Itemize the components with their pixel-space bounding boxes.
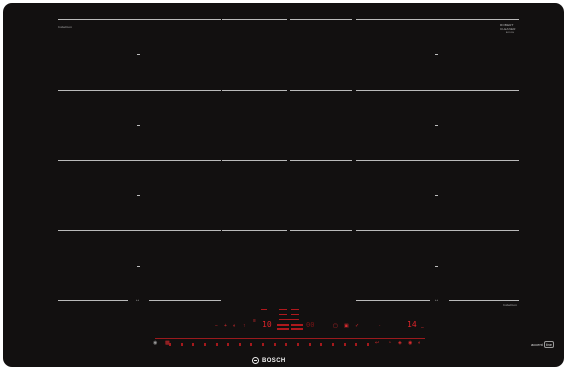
zone-marking [222, 90, 287, 91]
bosch-emblem-icon [252, 357, 259, 364]
flex-zone-icon: ↔ [135, 297, 140, 303]
timer-icon[interactable]: ◔ [388, 340, 392, 346]
brand-caption-line2: CLEANER [500, 27, 516, 31]
zone-type-label: Induction [58, 25, 72, 29]
zone-marking [290, 90, 352, 91]
alarm-icon[interactable]: ◈ [398, 340, 402, 346]
clock-icon[interactable]: ◐ [418, 340, 422, 346]
zone-center-mark [435, 266, 438, 267]
cooktop-glass: ↔ ↔ Induction ROBERT CLEANER BOSCH Induc… [3, 3, 564, 367]
power-bar [277, 328, 289, 330]
flex-zone-marking [356, 300, 430, 301]
power-bar [291, 324, 303, 326]
zone-center-mark [435, 125, 438, 126]
zone-marking [290, 19, 352, 20]
power-slider[interactable] [169, 343, 369, 347]
indicator-segment [291, 309, 299, 310]
menu-icon[interactable]: ≡ [253, 318, 256, 324]
indicator-dot: – [421, 325, 424, 331]
flex-zone-marking [449, 300, 519, 301]
lock-icon[interactable]: ▩ [165, 340, 170, 346]
lock-icon[interactable]: ◉ [408, 340, 413, 346]
zone-marking [58, 19, 221, 20]
indicator-segment [279, 309, 287, 310]
flex-zone-marking [58, 300, 128, 301]
zone-marking [290, 230, 352, 231]
scroll-icon[interactable]: ↩ [375, 340, 380, 346]
power-bar [291, 328, 303, 330]
zone-marking [222, 230, 287, 231]
flex-zone-marking [149, 300, 221, 301]
zone-marking [290, 160, 352, 161]
flex-zone-icon: ↔ [434, 297, 439, 303]
zone-center-mark [137, 195, 140, 196]
zone-type-label: Induction [503, 303, 517, 307]
indicator-segment [291, 314, 299, 315]
brand-caption-line3: BOSCH [506, 32, 515, 34]
zone-center-mark [137, 54, 140, 55]
zone-center-mark [137, 125, 140, 126]
confirm-button[interactable]: ✓ [355, 323, 360, 329]
slider-track[interactable] [155, 338, 425, 339]
flex-zone-button[interactable]: ▢ [333, 323, 338, 329]
timer-display: 14 [407, 320, 417, 329]
zone-marking [356, 230, 519, 231]
zone-marking [356, 19, 519, 20]
zone-marking [58, 160, 221, 161]
timer-icon[interactable]: ◐ [233, 323, 237, 329]
zone-marking [222, 160, 287, 161]
zone-marking [58, 230, 221, 231]
power-bar [277, 324, 289, 326]
zone-center-mark [435, 195, 438, 196]
zone-marking [58, 90, 221, 91]
indicator-segment [279, 319, 299, 320]
indicator-segment [261, 309, 267, 310]
series-badge: accent line [531, 341, 555, 348]
indicator-segment [279, 314, 287, 315]
boost-icon[interactable]: ↑ [243, 323, 246, 329]
zone-marking [356, 160, 519, 161]
zone-center-mark [435, 54, 438, 55]
brand-caption-line1: ROBERT [500, 23, 514, 27]
brand-name: BOSCH [262, 357, 286, 364]
zone-marking [356, 90, 519, 91]
plus-button[interactable]: + [224, 323, 227, 329]
zone-marking [222, 19, 287, 20]
minus-button[interactable]: − [215, 323, 218, 329]
power-icon[interactable]: ◉ [153, 340, 158, 346]
secondary-display: 00 [306, 321, 315, 329]
bosch-logo: BOSCH [252, 357, 286, 364]
power-level-display: 10 [262, 320, 272, 329]
indicator-dot: · [379, 323, 381, 329]
zone-center-mark [137, 266, 140, 267]
frying-sensor-button[interactable]: ▣ [344, 323, 349, 329]
